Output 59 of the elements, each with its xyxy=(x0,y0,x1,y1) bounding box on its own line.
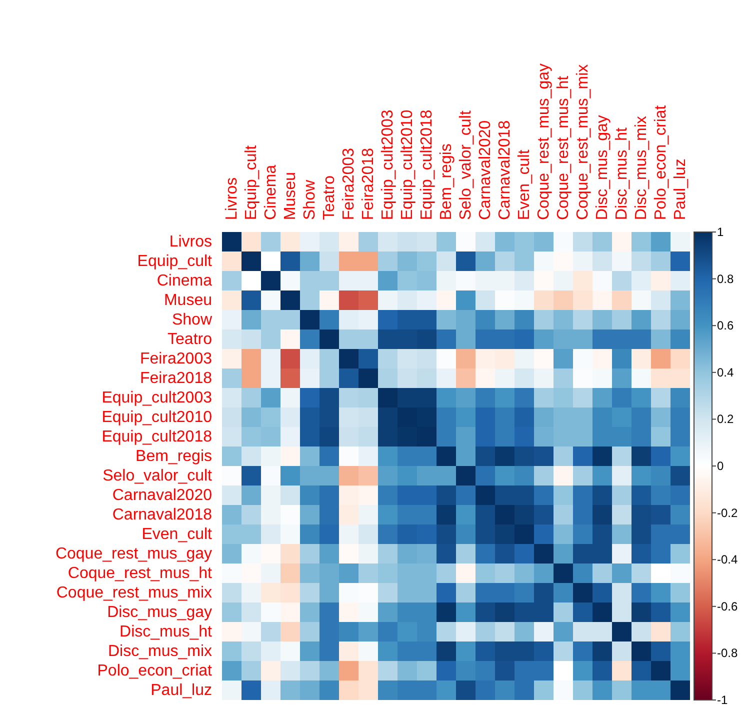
color-bar-label: -1 xyxy=(717,693,728,707)
y-tick-label: Coque_rest_mus_mix xyxy=(56,584,212,602)
x-tick-label: Equip_cult2010 xyxy=(398,110,416,220)
x-tick-label: Carnaval2020 xyxy=(476,120,494,220)
x-tick-label: Even_cult xyxy=(516,149,533,220)
x-tick-label: Selo_valor_cult xyxy=(457,110,474,220)
y-tick-label: Even_cult xyxy=(142,526,213,543)
x-tick-label: Coque_rest_mus_gay xyxy=(535,63,552,220)
x-tick-label: Feira2003 xyxy=(340,148,358,220)
color-bar-label: 0.2 xyxy=(717,412,734,426)
y-tick-label: Disc_mus_mix xyxy=(108,642,212,660)
y-tick-label: Teatro xyxy=(168,330,212,348)
y-tick-label: Equip_cult2018 xyxy=(102,428,212,446)
y-tick-label: Paul_luz xyxy=(150,682,212,699)
y-tick-label: Show xyxy=(172,311,212,328)
x-tick-label: Disc_mus_gay xyxy=(594,115,611,220)
x-tick-label: Coque_rest_mus_ht xyxy=(554,75,572,220)
y-tick-label: Equip_cult xyxy=(137,252,213,270)
color-bar-label: 0.6 xyxy=(717,318,734,333)
x-tick-label: Museu xyxy=(282,172,299,220)
x-tick-label: Disc_mus_mix xyxy=(632,116,650,220)
y-tick-label: Polo_econ_criat xyxy=(97,662,213,680)
color-bar-label: 0 xyxy=(717,459,724,473)
y-tick-label: Coque_rest_mus_ht xyxy=(68,564,213,582)
x-tick-label: Polo_econ_criat xyxy=(652,104,670,220)
color-bar-label: 1 xyxy=(717,225,724,239)
x-tick-label: Livros xyxy=(223,177,240,220)
y-tick-label: Cinema xyxy=(156,272,212,290)
x-tick-label: Coque_rest_mus_mix xyxy=(574,64,592,220)
color-bar-label: -0.6 xyxy=(717,599,738,614)
color-bar-label: -0.8 xyxy=(717,646,738,660)
x-tick-label: Disc_mus_ht xyxy=(613,126,630,220)
y-tick-label: Disc_mus_gay xyxy=(107,604,212,621)
x-tick-label: Cinema xyxy=(262,164,280,220)
y-tick-label: Feira2018 xyxy=(140,370,212,387)
y-tick-label: Equip_cult2010 xyxy=(102,408,212,426)
x-tick-label: Equip_cult2003 xyxy=(379,110,396,220)
x-tick-label: Carnaval2018 xyxy=(496,120,514,220)
x-tick-label: Paul_luz xyxy=(672,158,689,220)
y-tick-label: Selo_valor_cult xyxy=(102,467,213,484)
y-tick-label: Bem_regis xyxy=(136,448,212,465)
y-tick-label: Museu xyxy=(164,292,212,309)
color-bar-label: 0.4 xyxy=(717,365,734,380)
color-bar-label: -0.4 xyxy=(717,552,738,567)
y-tick-label: Feira2003 xyxy=(140,350,212,368)
color-bar-label: 0.8 xyxy=(717,272,734,286)
x-tick-label: Teatro xyxy=(320,175,338,220)
x-tick-label: Equip_cult2018 xyxy=(418,110,436,220)
y-tick-label: Carnaval2018 xyxy=(112,506,212,524)
y-tick-label: Livros xyxy=(169,233,212,250)
y-tick-label: Equip_cult2003 xyxy=(102,389,212,406)
y-tick-label: Coque_rest_mus_gay xyxy=(55,545,212,562)
x-tick-label: Bem_regis xyxy=(438,144,455,220)
y-tick-label: Carnaval2020 xyxy=(112,486,212,504)
x-tick-label: Show xyxy=(301,180,318,220)
color-bar-label: -0.2 xyxy=(717,506,738,520)
x-tick-label: Equip_cult xyxy=(242,144,260,220)
y-tick-label: Disc_mus_ht xyxy=(120,623,213,640)
x-tick-label: Feira2018 xyxy=(360,148,377,220)
